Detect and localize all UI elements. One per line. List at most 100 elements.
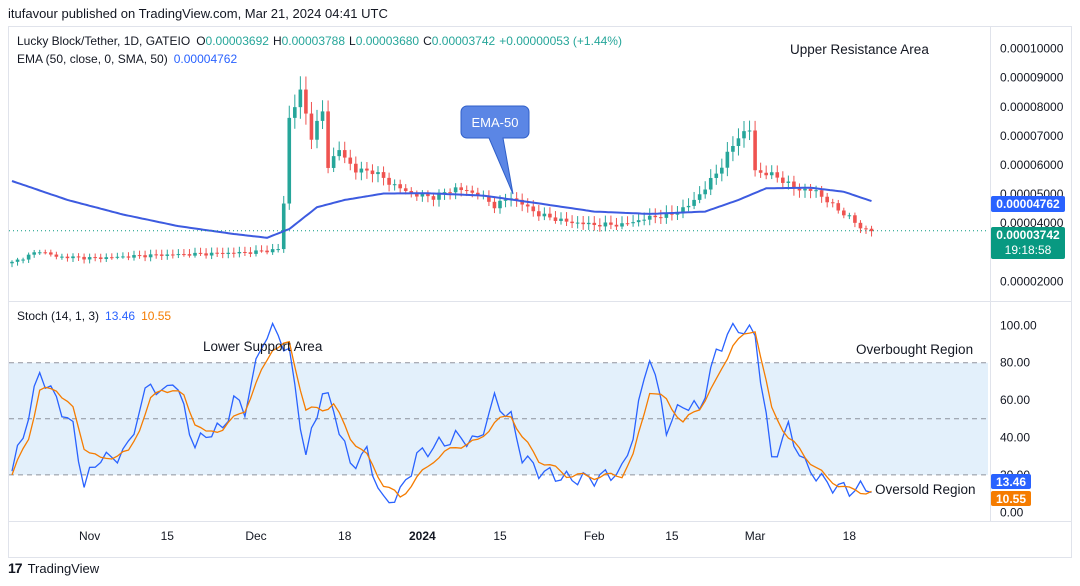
- candle: [126, 252, 131, 261]
- candle: [659, 209, 663, 224]
- candle-body: [825, 196, 829, 203]
- candle: [581, 215, 585, 230]
- stoch-axis: 100.0080.0060.0040.0020.000.00: [1000, 318, 1037, 519]
- candle-body: [392, 184, 397, 186]
- candle-body: [71, 256, 75, 259]
- stoch-tick-label: 40.00: [1000, 430, 1030, 444]
- time-tick-label: Mar: [745, 529, 766, 543]
- candle-body: [570, 221, 574, 224]
- tradingview-logo-icon: 17: [8, 560, 23, 576]
- price-tick-label: 0.00010000: [1000, 42, 1064, 56]
- candle-body: [514, 198, 519, 200]
- candle: [769, 165, 774, 180]
- candle: [625, 216, 630, 226]
- time-tick-label: 15: [161, 529, 175, 543]
- candle: [708, 169, 713, 196]
- candle-body: [26, 254, 31, 260]
- candle-body: [808, 188, 813, 191]
- candle-body: [215, 252, 219, 254]
- candle-body: [187, 254, 192, 256]
- candle: [215, 247, 219, 257]
- candle: [376, 166, 380, 183]
- last-price-badge: 0.00003742 19:18:58: [991, 227, 1065, 259]
- candle: [331, 147, 336, 173]
- candle: [270, 243, 275, 255]
- time-tick-label: 15: [665, 529, 679, 543]
- candle-body: [498, 200, 502, 209]
- price-tick-label: 0.00004000: [1000, 216, 1064, 230]
- candle-body: [281, 203, 286, 250]
- candle-body: [82, 256, 86, 260]
- candle: [692, 191, 696, 210]
- candle: [753, 120, 757, 177]
- candle: [298, 76, 303, 119]
- candle: [664, 205, 669, 224]
- ema-value-badge: 0.00004762: [991, 196, 1065, 212]
- candle-body: [309, 113, 314, 140]
- candle: [426, 190, 430, 203]
- candle-body: [176, 254, 181, 256]
- candle-body: [758, 170, 763, 173]
- candle: [858, 220, 863, 234]
- candle: [65, 253, 70, 262]
- candle: [720, 158, 724, 182]
- overbought-label: Overbought Region: [856, 342, 973, 357]
- candle: [243, 246, 247, 257]
- chart-frame: 0.00010000 0.00009000 0.00008000 0.00007000…: [8, 26, 1072, 558]
- candle: [781, 171, 785, 189]
- candle-body: [769, 172, 774, 176]
- candle: [320, 100, 325, 130]
- candle: [503, 193, 508, 208]
- candle-body: [337, 150, 341, 157]
- price-tick-label: 0.00008000: [1000, 100, 1064, 114]
- candle-body: [847, 215, 852, 217]
- candle: [110, 253, 114, 260]
- candle: [187, 249, 192, 258]
- legend-line-1: Lucky Block/Tether, 1D, GATEIO O0.0000369…: [17, 34, 622, 48]
- candle-body: [797, 188, 802, 191]
- candle: [731, 136, 735, 162]
- candle: [492, 196, 497, 214]
- stoch-tick-label: 0.00: [1000, 505, 1024, 519]
- candle-body: [686, 205, 691, 208]
- candle: [792, 175, 796, 196]
- footer: 17 TradingView: [8, 560, 99, 576]
- candle-body: [304, 89, 308, 114]
- candle: [864, 225, 868, 234]
- candle: [287, 105, 292, 210]
- candle-body: [259, 250, 264, 252]
- candle-body: [265, 250, 269, 253]
- candle-body: [331, 156, 336, 168]
- candle: [98, 253, 103, 263]
- candle-body: [60, 256, 64, 258]
- candle: [171, 249, 175, 259]
- candle: [337, 141, 341, 161]
- candle-body: [714, 173, 719, 178]
- candle-body: [370, 170, 375, 175]
- candle: [82, 253, 86, 264]
- footer-brand: TradingView: [27, 560, 100, 576]
- candle-body: [830, 202, 835, 204]
- candle-body: [193, 252, 197, 256]
- candle: [293, 94, 297, 129]
- candle-body: [742, 131, 746, 139]
- ema-50-line: [11, 180, 872, 239]
- candle-body: [442, 192, 447, 194]
- candle-body: [143, 255, 147, 258]
- candle-body: [581, 222, 585, 225]
- candle: [93, 253, 97, 262]
- candle: [43, 249, 48, 255]
- time-tick-label: Dec: [245, 529, 266, 543]
- candle-body: [276, 249, 280, 251]
- stoch-k-badge: 13.46: [991, 474, 1031, 489]
- candle-body: [542, 213, 547, 217]
- candle-body: [731, 145, 735, 152]
- publisher-line: itufavour published on TradingView.com, …: [8, 6, 388, 21]
- candle: [853, 212, 857, 228]
- candle: [847, 212, 852, 220]
- candle-body: [853, 215, 857, 223]
- candle-body: [376, 172, 380, 175]
- candle: [148, 249, 153, 262]
- candle-body: [459, 187, 463, 191]
- candle: [603, 215, 608, 232]
